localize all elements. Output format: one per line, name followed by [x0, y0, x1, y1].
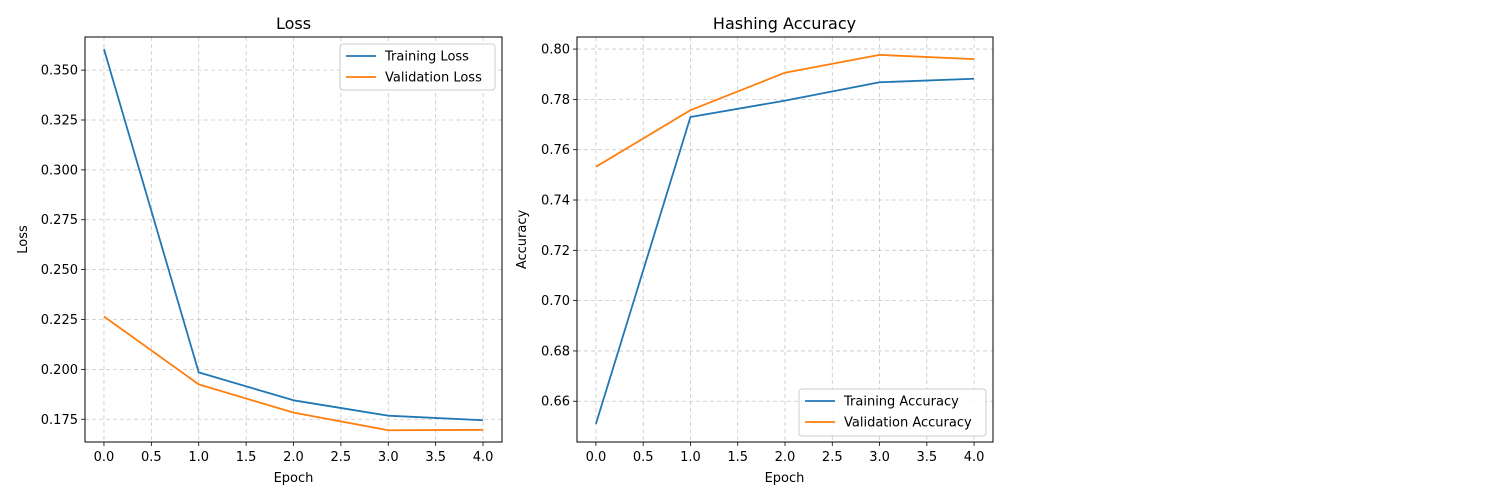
- loss-y-tick-label: 0.225: [41, 313, 78, 328]
- loss-y-tick-label: 0.350: [41, 64, 78, 79]
- accuracy-plot-frame: [576, 36, 994, 443]
- accuracy-y-tick-label: 0.68: [541, 344, 570, 359]
- loss-chart: Loss 0.0 0.5 1.0 1.5 2.0 2.5 3.0 3.5 4.0 0.175 0.2…: [16, 14, 503, 486]
- accuracy-series: [595, 53, 975, 425]
- legend-label-validation-accuracy: Validation Accuracy: [844, 416, 972, 431]
- accuracy-x-axis-label: Epoch: [765, 471, 805, 486]
- accuracy-ticks: 0.0 0.5 1.0 1.5 2.0 2.5 3.0 3.5 4.0 0.66 0.68 0.70 0…: [541, 43, 984, 465]
- loss-y-tick-label: 0.175: [41, 413, 78, 428]
- loss-series: [103, 48, 484, 432]
- loss-x-tick-label: 1.5: [236, 450, 257, 465]
- series-line-validation-accuracy: [595, 53, 975, 168]
- accuracy-x-tick-label: 1.0: [680, 450, 701, 465]
- loss-x-tick-label: 2.5: [331, 450, 352, 465]
- accuracy-y-tick-label: 0.70: [541, 294, 570, 309]
- accuracy-y-tick-label: 0.80: [541, 43, 570, 58]
- loss-legend: Training Loss Validation Loss: [339, 43, 496, 91]
- accuracy-y-tick-label: 0.66: [541, 395, 570, 410]
- loss-ticks: 0.0 0.5 1.0 1.5 2.0 2.5 3.0 3.5 4.0 0.175 0.200 0.2…: [41, 64, 494, 465]
- accuracy-x-tick-label: 0.5: [633, 450, 654, 465]
- accuracy-x-tick-label: 1.5: [727, 450, 748, 465]
- loss-y-tick-label: 0.300: [41, 163, 78, 178]
- loss-x-tick-label: 4.0: [473, 450, 494, 465]
- accuracy-x-tick-label: 2.5: [822, 450, 843, 465]
- accuracy-chart: Hashing Accuracy 0.0 0.5 1.0 1.5 2.0 2.5 3.0 3.…: [515, 14, 994, 486]
- loss-y-tick-label: 0.325: [41, 113, 78, 128]
- accuracy-x-tick-label: 2.0: [775, 450, 796, 465]
- accuracy-chart-title: Hashing Accuracy: [713, 14, 856, 33]
- loss-y-tick-label: 0.275: [41, 213, 78, 228]
- accuracy-y-axis-label: Accuracy: [515, 210, 530, 270]
- loss-legend-box: [339, 43, 496, 91]
- loss-x-tick-label: 0.5: [141, 450, 162, 465]
- accuracy-x-tick-label: 4.0: [964, 450, 985, 465]
- loss-grid: [85, 37, 502, 442]
- series-line-training-accuracy: [595, 77, 975, 425]
- loss-x-tick-label: 2.0: [283, 450, 304, 465]
- loss-x-tick-label: 1.0: [188, 450, 209, 465]
- accuracy-y-tick-label: 0.76: [541, 143, 570, 158]
- loss-chart-title: Loss: [276, 14, 311, 33]
- accuracy-legend: Training Accuracy Validation Accuracy: [798, 388, 987, 437]
- series-line-training-loss: [103, 48, 484, 422]
- series-line-validation-loss: [103, 315, 484, 432]
- accuracy-x-tick-label: 3.0: [869, 450, 890, 465]
- accuracy-y-tick-label: 0.74: [541, 194, 570, 209]
- legend-label-training-accuracy: Training Accuracy: [843, 395, 959, 410]
- loss-x-tick-label: 3.0: [378, 450, 399, 465]
- loss-y-tick-label: 0.200: [41, 363, 78, 378]
- accuracy-x-tick-label: 0.0: [586, 450, 607, 465]
- loss-x-axis-label: Epoch: [274, 471, 314, 486]
- loss-plot-frame: [84, 36, 503, 443]
- legend-label-validation-loss: Validation Loss: [385, 71, 482, 86]
- legend-label-training-loss: Training Loss: [384, 50, 469, 65]
- loss-x-tick-label: 0.0: [94, 450, 115, 465]
- loss-x-tick-label: 3.5: [425, 450, 446, 465]
- loss-y-tick-label: 0.250: [41, 263, 78, 278]
- accuracy-x-tick-label: 3.5: [916, 450, 937, 465]
- accuracy-grid: [577, 37, 993, 442]
- accuracy-legend-box: [798, 388, 987, 437]
- accuracy-y-tick-label: 0.72: [541, 244, 570, 259]
- accuracy-y-tick-label: 0.78: [541, 93, 570, 108]
- loss-y-axis-label: Loss: [16, 225, 31, 254]
